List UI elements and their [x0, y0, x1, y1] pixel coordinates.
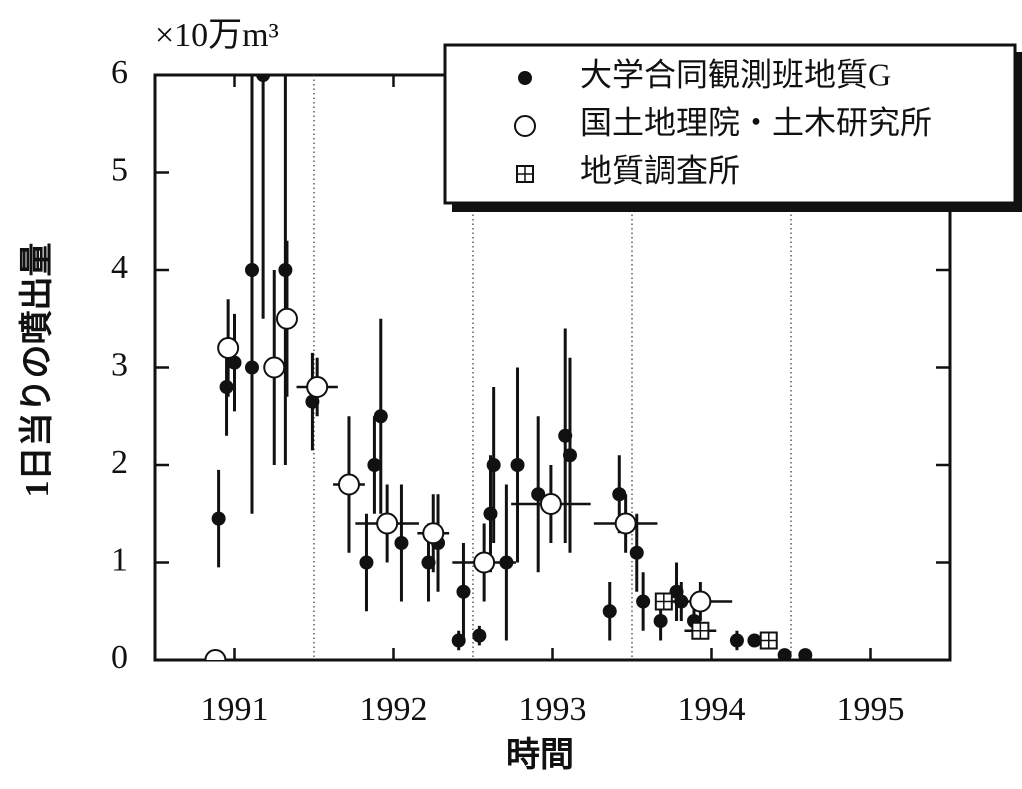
plot-area [204, 75, 813, 660]
x-axis-label: 時間 [506, 736, 574, 774]
point [473, 551, 496, 574]
point [456, 584, 471, 599]
point [518, 71, 532, 85]
legend-label: 国土地理院・土木研究所 [580, 104, 932, 140]
point [422, 522, 445, 545]
point [629, 545, 644, 560]
y-tick-label: 4 [111, 249, 128, 286]
point [759, 631, 778, 650]
point [539, 493, 562, 515]
y-tick-label: 3 [111, 346, 128, 383]
y-tick-label: 2 [111, 444, 128, 481]
point [359, 555, 374, 570]
x-tick-label: 1993 [519, 691, 587, 728]
point [602, 604, 617, 619]
unit-label: ×10万m³ [155, 17, 279, 54]
y-tick-label: 5 [111, 151, 128, 188]
point [256, 75, 271, 82]
point [211, 511, 226, 526]
point [367, 458, 382, 472]
y-axis-label: 1日当りの噴出量 [18, 243, 56, 498]
point [275, 307, 298, 330]
x-tick-label: 1994 [678, 691, 746, 728]
point [278, 263, 293, 277]
point [777, 648, 792, 660]
point [219, 380, 234, 394]
point [263, 356, 286, 379]
point [373, 409, 388, 424]
x-tick-label: 1995 [837, 691, 905, 728]
point [654, 592, 673, 611]
point [612, 487, 627, 502]
y-tick-label: 1 [111, 541, 128, 578]
point [562, 448, 577, 463]
point [614, 512, 637, 535]
point [729, 633, 744, 648]
point [798, 648, 813, 660]
point [483, 506, 498, 521]
point [244, 360, 259, 375]
point [486, 458, 501, 472]
legend-box [443, 43, 1017, 205]
point [510, 458, 525, 472]
point [691, 621, 710, 640]
point [204, 649, 227, 660]
point [472, 628, 487, 643]
x-tick-label: 1991 [201, 691, 269, 728]
point [747, 633, 762, 648]
point [531, 487, 546, 502]
point [376, 512, 399, 535]
legend-label: 大学合同観測班地質G [580, 56, 891, 92]
point [227, 355, 242, 370]
legend-label: 地質調査所 [580, 152, 740, 188]
y-tick-label: 0 [111, 639, 128, 676]
point [394, 536, 409, 550]
point [217, 337, 240, 359]
point [653, 614, 668, 628]
point [636, 594, 651, 609]
point [689, 590, 712, 613]
point [514, 115, 536, 137]
point [306, 376, 329, 398]
y-tick-label: 6 [111, 54, 128, 91]
point [516, 165, 534, 183]
x-tick-label: 1992 [360, 691, 428, 728]
point [337, 473, 360, 496]
